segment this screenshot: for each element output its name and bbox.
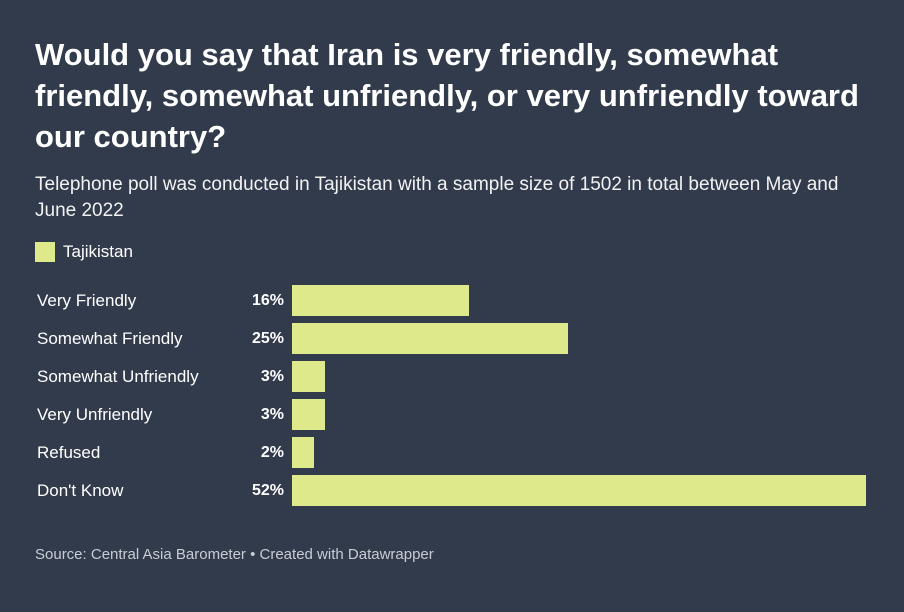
value-label: 25%: [251, 330, 284, 347]
category-label: Very Friendly: [37, 291, 137, 310]
value-label: 52%: [251, 482, 284, 499]
category-label: Very Unfriendly: [37, 405, 153, 424]
bar: [292, 399, 326, 430]
bar: [292, 323, 568, 354]
value-label: 2%: [260, 444, 284, 461]
chart-subtitle: Telephone poll was conducted in Tajikist…: [35, 174, 839, 221]
bar-row: Refused 2%: [0, 437, 904, 468]
legend-label: Tajikistan: [63, 242, 133, 261]
category-label: Somewhat Unfriendly: [37, 367, 199, 386]
value-label: 3%: [260, 368, 284, 385]
legend: Tajikistan: [35, 242, 133, 262]
bar-row: Very Unfriendly 3%: [0, 399, 904, 430]
chart-title: Would you say that Iran is very friendly…: [35, 37, 859, 154]
bar-chart: Very Friendly 16% Somewhat Friendly 25% Some…: [0, 285, 904, 515]
value-label: 16%: [251, 292, 284, 309]
category-label: Don't Know: [37, 481, 124, 500]
bar: [292, 285, 469, 316]
category-label: Somewhat Friendly: [37, 329, 183, 348]
source-footer: Source: Central Asia Barometer • Created…: [35, 546, 434, 563]
category-label: Refused: [37, 443, 101, 462]
bar-row: Don't Know 52%: [0, 475, 904, 506]
bar: [292, 437, 315, 468]
bar-row: Somewhat Friendly 25%: [0, 323, 904, 354]
bar: [292, 475, 866, 506]
bar-row: Somewhat Unfriendly 3%: [0, 361, 904, 392]
bar: [292, 361, 326, 392]
value-label: 3%: [260, 406, 284, 423]
bar-row: Very Friendly 16%: [0, 285, 904, 316]
legend-swatch: [35, 242, 55, 262]
